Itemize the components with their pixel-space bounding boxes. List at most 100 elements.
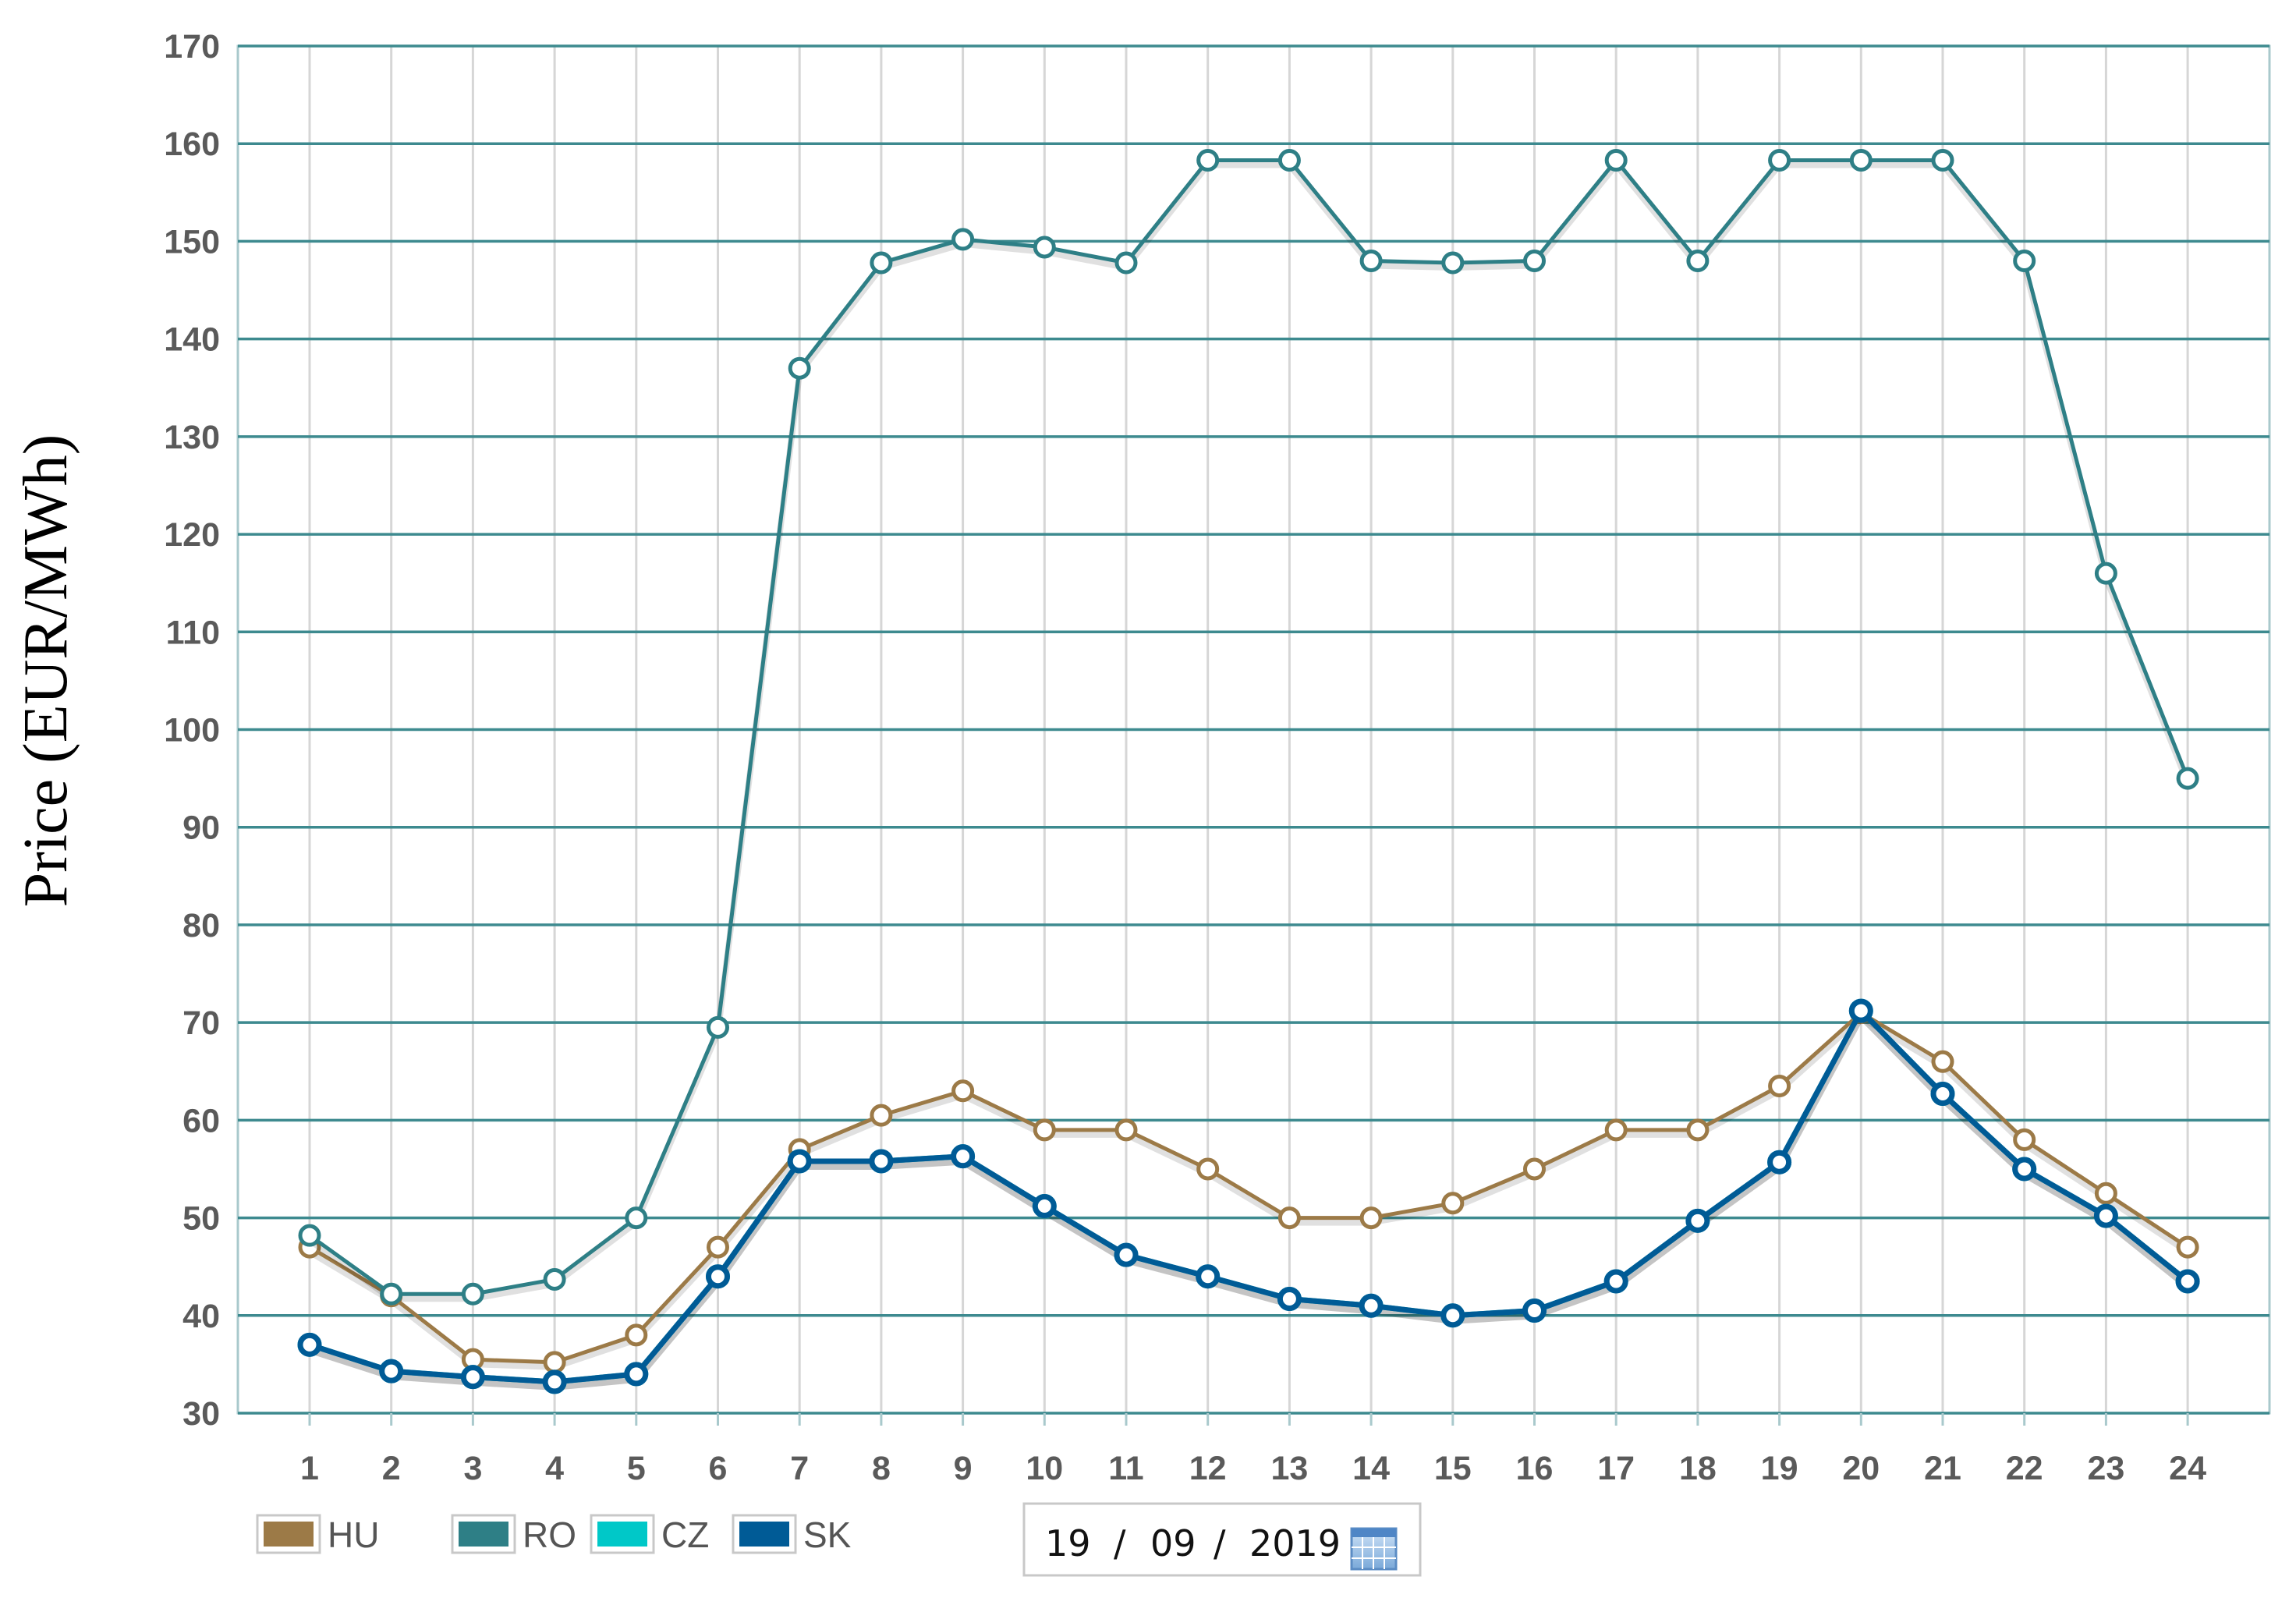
data-point[interactable] bbox=[542, 1369, 567, 1394]
data-point[interactable] bbox=[1603, 1269, 1628, 1294]
date-sep-1: / bbox=[1114, 1522, 1126, 1564]
data-point[interactable] bbox=[2012, 1157, 2037, 1182]
data-point[interactable] bbox=[543, 1267, 566, 1291]
data-point[interactable] bbox=[2013, 249, 2036, 272]
legend: HU RO CZ SK bbox=[256, 1514, 852, 1555]
data-point[interactable] bbox=[1849, 149, 1873, 172]
data-point[interactable] bbox=[1196, 1264, 1221, 1289]
legend-item-cz[interactable]: CZ bbox=[590, 1514, 709, 1555]
data-point[interactable] bbox=[1931, 149, 1954, 172]
y-tick-label: 80 bbox=[182, 907, 220, 944]
data-point[interactable] bbox=[543, 1351, 566, 1374]
series-ro bbox=[298, 149, 2199, 1306]
data-point[interactable] bbox=[2094, 562, 2117, 585]
data-point[interactable] bbox=[1930, 1082, 1955, 1107]
data-point[interactable] bbox=[2094, 1182, 2117, 1205]
data-point[interactable] bbox=[1768, 1075, 1791, 1098]
data-point[interactable] bbox=[1523, 249, 1546, 272]
data-point[interactable] bbox=[460, 1365, 485, 1390]
y-tick-label: 50 bbox=[182, 1200, 220, 1238]
data-point[interactable] bbox=[1768, 149, 1791, 172]
data-point[interactable] bbox=[624, 1362, 649, 1387]
data-point[interactable] bbox=[1848, 998, 1873, 1023]
data-point[interactable] bbox=[1277, 1286, 1302, 1311]
data-point[interactable] bbox=[1522, 1299, 1547, 1323]
x-tick-label: 8 bbox=[872, 1450, 891, 1487]
data-point[interactable] bbox=[2093, 1203, 2118, 1228]
legend-swatch bbox=[459, 1522, 508, 1547]
date-sep-2: / bbox=[1214, 1522, 1226, 1564]
data-point[interactable] bbox=[625, 1206, 648, 1230]
data-point[interactable] bbox=[1441, 1192, 1465, 1215]
y-axis-label: Price (EUR/MWh) bbox=[12, 434, 80, 908]
data-point[interactable] bbox=[1767, 1150, 1792, 1175]
data-point[interactable] bbox=[1440, 1303, 1465, 1328]
date-day[interactable]: 19 bbox=[1045, 1522, 1091, 1564]
data-point[interactable] bbox=[1114, 251, 1138, 275]
data-point[interactable] bbox=[869, 1149, 894, 1174]
data-point[interactable] bbox=[1523, 1157, 1546, 1181]
series-line-shadow bbox=[308, 1012, 2191, 1391]
data-point[interactable] bbox=[461, 1282, 484, 1306]
data-point[interactable] bbox=[706, 1264, 730, 1289]
data-point[interactable] bbox=[1196, 149, 1220, 172]
x-tick-label: 2 bbox=[382, 1450, 401, 1487]
legend-item-sk[interactable]: SK bbox=[732, 1514, 852, 1555]
data-point[interactable] bbox=[379, 1359, 404, 1384]
data-point[interactable] bbox=[1032, 1194, 1057, 1219]
data-point[interactable] bbox=[1686, 249, 1710, 272]
x-tick-label: 24 bbox=[2169, 1450, 2206, 1487]
data-point[interactable] bbox=[2013, 1128, 2036, 1151]
x-tick-label: 23 bbox=[2087, 1450, 2124, 1487]
data-point[interactable] bbox=[707, 1015, 729, 1039]
x-tick-label: 22 bbox=[2006, 1450, 2043, 1487]
data-point[interactable] bbox=[1114, 1118, 1138, 1142]
data-point[interactable] bbox=[625, 1323, 648, 1347]
data-point[interactable] bbox=[1441, 251, 1465, 275]
legend-item-ro[interactable]: RO bbox=[451, 1514, 576, 1555]
data-point[interactable] bbox=[1685, 1208, 1710, 1233]
data-point[interactable] bbox=[2176, 767, 2199, 790]
data-point[interactable] bbox=[707, 1235, 729, 1259]
data-point[interactable] bbox=[2176, 1235, 2199, 1259]
data-point[interactable] bbox=[1196, 1157, 1220, 1181]
data-point[interactable] bbox=[951, 1144, 976, 1169]
x-tick-label: 11 bbox=[1108, 1450, 1143, 1487]
data-point[interactable] bbox=[297, 1332, 322, 1357]
series-line bbox=[307, 158, 2190, 1296]
date-month[interactable]: 09 bbox=[1150, 1522, 1196, 1564]
data-point[interactable] bbox=[951, 1079, 975, 1103]
data-point[interactable] bbox=[1359, 1206, 1383, 1230]
data-point[interactable] bbox=[1686, 1118, 1710, 1142]
data-point[interactable] bbox=[1114, 1242, 1139, 1267]
data-point[interactable] bbox=[1604, 149, 1628, 172]
data-point[interactable] bbox=[1277, 1206, 1301, 1230]
data-point[interactable] bbox=[2175, 1269, 2200, 1294]
date-year[interactable]: 2019 bbox=[1249, 1522, 1341, 1564]
x-tick-label: 13 bbox=[1270, 1450, 1308, 1487]
y-tick-label: 110 bbox=[166, 614, 220, 651]
data-point[interactable] bbox=[1931, 1050, 1954, 1073]
data-point[interactable] bbox=[787, 1149, 812, 1174]
legend-item-hu[interactable]: HU bbox=[256, 1514, 379, 1555]
data-point[interactable] bbox=[1604, 1118, 1628, 1142]
data-point[interactable] bbox=[298, 1224, 321, 1247]
data-point[interactable] bbox=[870, 251, 893, 275]
data-point[interactable] bbox=[1033, 1118, 1056, 1142]
x-tick-label: 20 bbox=[1842, 1450, 1880, 1487]
data-point[interactable] bbox=[870, 1104, 893, 1127]
data-point[interactable] bbox=[951, 228, 975, 251]
y-tick-label: 140 bbox=[164, 321, 220, 359]
y-tick-label: 40 bbox=[182, 1298, 220, 1335]
legend-label: CZ bbox=[661, 1515, 709, 1555]
data-point[interactable] bbox=[1033, 236, 1056, 259]
data-point[interactable] bbox=[1359, 1293, 1384, 1318]
data-point[interactable] bbox=[1277, 149, 1301, 172]
legend-label: HU bbox=[328, 1515, 379, 1555]
calendar-icon[interactable] bbox=[1350, 1527, 1398, 1571]
data-point[interactable] bbox=[380, 1282, 403, 1306]
x-tick-label: 15 bbox=[1434, 1450, 1472, 1487]
data-point[interactable] bbox=[1359, 249, 1383, 272]
date-picker[interactable]: 19 / 09 / 2019 bbox=[1022, 1502, 1422, 1577]
data-point[interactable] bbox=[788, 356, 811, 380]
